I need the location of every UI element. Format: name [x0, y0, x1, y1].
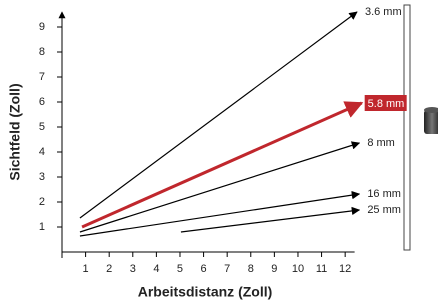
y-tick-label: 1	[39, 221, 45, 233]
x-tick-label: 8	[248, 263, 254, 275]
series-line	[82, 103, 362, 227]
x-tick-label: 6	[201, 263, 207, 275]
y-axis-title: Sichtfeld (Zoll)	[7, 83, 23, 180]
x-tick-label: 4	[153, 263, 159, 275]
y-tick-label: 9	[39, 21, 45, 33]
x-axis-title: Arbeitsdistanz (Zoll)	[138, 284, 273, 300]
series-line	[181, 210, 359, 232]
x-tick-label: 5	[177, 263, 183, 275]
lens-icon	[424, 107, 438, 134]
y-tick-label: 6	[39, 96, 45, 108]
legend-label: 16 mm	[367, 188, 401, 200]
series-line	[80, 12, 357, 218]
y-tick-label: 5	[39, 121, 45, 133]
x-tick-label: 7	[224, 263, 230, 275]
x-tick-label: 10	[292, 263, 304, 275]
x-tick-label: 12	[339, 263, 351, 275]
y-tick-label: 4	[39, 146, 45, 158]
camera-bar	[404, 5, 410, 250]
x-tick-label: 3	[130, 263, 136, 275]
y-tick-label: 2	[39, 196, 45, 208]
y-tick-label: 8	[39, 46, 45, 58]
y-tick-label: 7	[39, 71, 45, 83]
legend-label: 8 mm	[367, 137, 395, 149]
legend-label: 25 mm	[367, 204, 401, 216]
chart: Arbeitsdistanz (Zoll) Sichtfeld (Zoll) 1…	[0, 0, 438, 303]
legend-label: 3.6 mm	[365, 6, 402, 18]
y-tick-label: 3	[39, 171, 45, 183]
x-tick-label: 1	[83, 263, 89, 275]
x-tick-label: 2	[106, 263, 112, 275]
legend-label: 5.8 mm	[368, 98, 405, 110]
x-tick-label: 9	[271, 263, 277, 275]
x-tick-label: 11	[316, 263, 327, 275]
